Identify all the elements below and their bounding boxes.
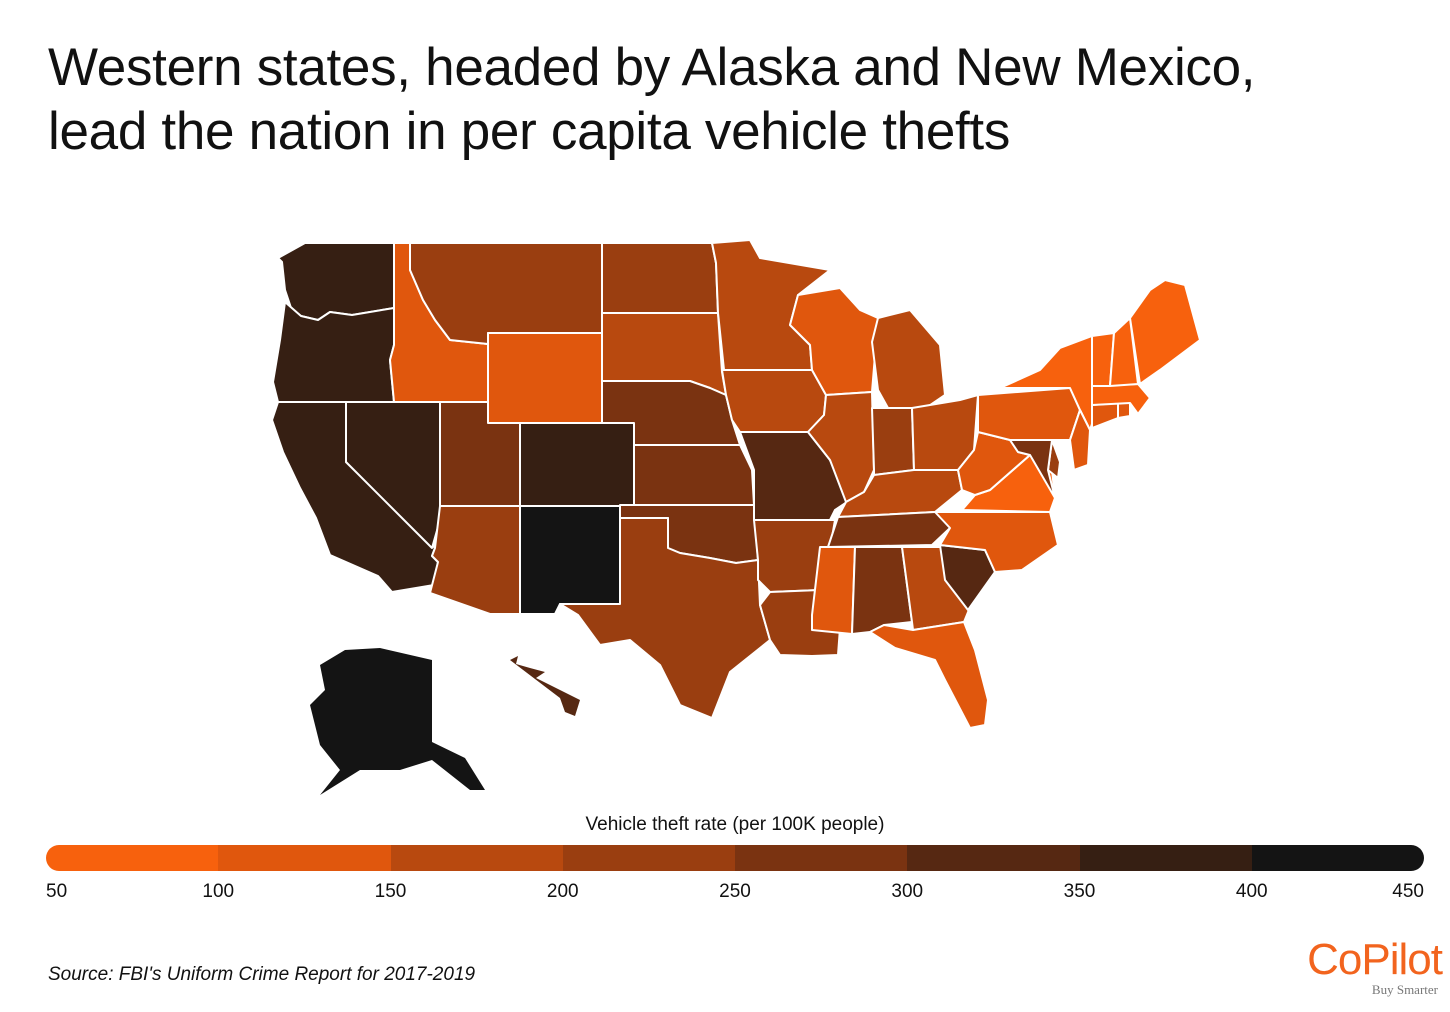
state-ak — [310, 648, 485, 795]
state-tx — [559, 517, 771, 719]
legend-tick-400: 400 — [1235, 881, 1268, 902]
legend-segment-7 — [1251, 845, 1424, 871]
state-ks — [633, 444, 755, 506]
state-nh — [1109, 317, 1139, 387]
state-ms — [811, 546, 856, 635]
chart-title: Western states, headed by Alaska and New… — [48, 36, 1408, 164]
state-or — [272, 301, 395, 403]
legend-tick-250: 250 — [719, 881, 751, 902]
source-note: Source: FBI's Uniform Crime Report for 2… — [48, 964, 476, 985]
state-co — [519, 422, 635, 507]
state-ct — [1091, 402, 1119, 429]
state-nj — [1069, 409, 1091, 471]
legend-segment-5 — [907, 845, 1080, 871]
legend-segment-1 — [218, 845, 391, 871]
state-nc — [934, 511, 1059, 573]
state-pa — [977, 387, 1081, 441]
state-nm — [519, 505, 621, 615]
state-wy — [487, 332, 603, 424]
legend-segment-3 — [562, 845, 735, 871]
legend-title: Vehicle theft rate (per 100K people) — [585, 814, 885, 835]
state-md — [1009, 439, 1056, 499]
brand-logo: CoPilot Buy Smarter — [1307, 934, 1443, 998]
legend-segment-4 — [735, 845, 908, 871]
state-ne — [601, 380, 741, 446]
legend-tick-150: 150 — [374, 881, 407, 902]
state-me — [1129, 279, 1201, 385]
brand-tagline: Buy Smarter — [1371, 982, 1438, 997]
state-fl — [869, 621, 989, 729]
state-wa — [277, 242, 395, 321]
legend-tick-100: 100 — [202, 881, 235, 902]
state-nd — [601, 242, 719, 314]
state-mi — [871, 309, 946, 413]
title-line-1: Western states, headed by Alaska and New… — [48, 38, 1256, 97]
legend-tick-50: 50 — [46, 881, 68, 902]
legend-segment-0 — [46, 845, 219, 871]
state-hi — [510, 656, 580, 716]
legend-tick-450: 450 — [1392, 881, 1424, 902]
legend-tick-350: 350 — [1063, 881, 1096, 902]
state-in — [871, 407, 915, 476]
title-line-2: lead the nation in per capita vehicle th… — [48, 102, 1011, 161]
state-az — [429, 505, 521, 615]
legend-tick-300: 300 — [891, 881, 924, 902]
legend-tick-200: 200 — [546, 881, 579, 902]
state-ri — [1117, 402, 1131, 419]
brand-name: CoPilot — [1307, 935, 1443, 984]
legend-segment-2 — [390, 845, 563, 871]
legend-segment-6 — [1079, 845, 1252, 871]
legend-color-scale — [46, 845, 1424, 871]
state-ia — [721, 369, 827, 433]
